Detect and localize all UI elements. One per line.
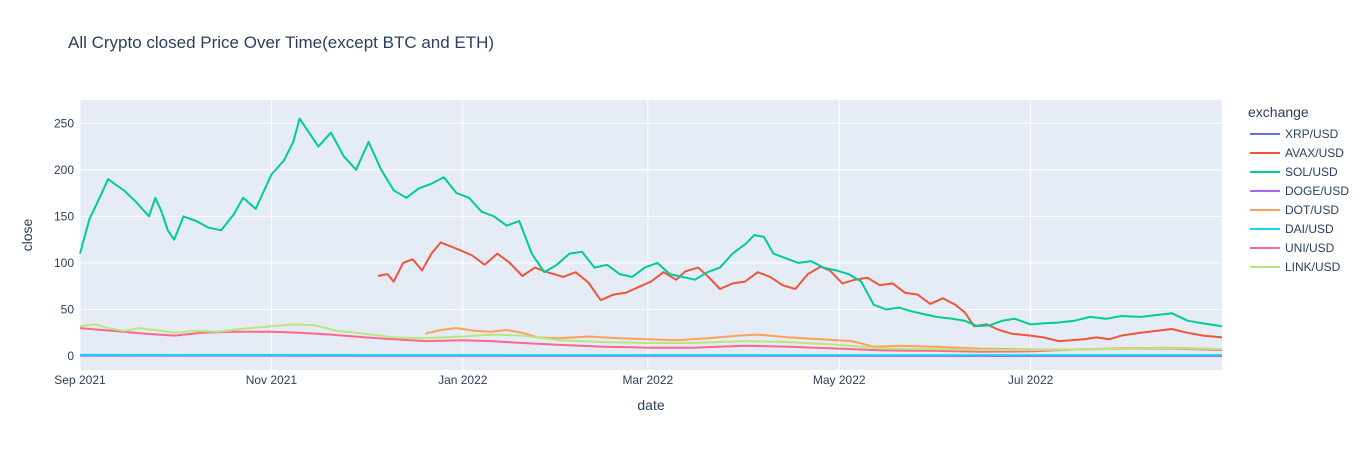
x-tick-label: May 2022 [813,373,866,387]
y-tick-label: 150 [54,209,74,223]
series-line-sol-usd[interactable] [79,117,1223,328]
legend-title: exchange [1248,104,1309,120]
y-tick-label: 100 [54,256,74,270]
legend-item[interactable]: LINK/USD [1248,257,1349,276]
legend-item[interactable]: DOGE/USD [1248,181,1349,200]
legend-item[interactable]: DOT/USD [1248,200,1349,219]
legend-swatch [1250,189,1280,192]
series-line-uni-usd[interactable] [79,327,1223,353]
legend-item[interactable]: DAI/USD [1248,219,1349,238]
legend-label: DAI/USD [1285,221,1334,236]
legend-label: DOT/USD [1285,202,1339,217]
y-tick-label: 250 [54,116,74,130]
x-tick-label: Jan 2022 [438,373,488,387]
y-tick-label: 0 [67,349,74,363]
series-line-avax-usd[interactable] [377,241,1223,343]
plot-area[interactable] [80,100,1222,370]
y-axis-title: close [19,218,35,251]
legend-item[interactable]: XRP/USD [1248,124,1349,143]
legend-label: DOGE/USD [1285,183,1350,198]
legend-label: AVAX/USD [1285,145,1344,160]
legend-swatch [1250,132,1280,135]
legend: exchange XRP/USD AVAX/USD SOL/USD DOGE/USD D… [1248,104,1349,276]
x-tick-label: Nov 2021 [246,373,298,387]
legend-label: XRP/USD [1285,126,1339,141]
chart-title: All Crypto closed Price Over Time(except… [68,33,495,52]
legend-swatch [1250,265,1280,268]
legend-label: SOL/USD [1285,164,1338,179]
legend-swatch [1250,170,1280,173]
x-tick-label: Jul 2022 [1008,373,1054,387]
x-tick-label: Mar 2022 [623,373,674,387]
legend-swatch [1250,227,1280,230]
series-lines [79,117,1223,357]
series-line-link-usd[interactable] [79,323,1223,351]
axis-ticks: Sep 2021 Nov 2021 Jan 2022 Mar 2022 May 2022… [54,116,1054,387]
x-tick-label: Sep 2021 [54,373,106,387]
legend-swatch [1250,246,1280,249]
legend-label: LINK/USD [1285,259,1341,274]
legend-swatch [1250,151,1280,154]
legend-swatch [1250,208,1280,211]
y-tick-label: 200 [54,163,74,177]
gridlines [79,100,1222,370]
x-axis-title: date [637,397,664,413]
y-tick-label: 50 [61,302,75,316]
legend-item[interactable]: UNI/USD [1248,238,1349,257]
legend-item[interactable]: SOL/USD [1248,162,1349,181]
legend-item[interactable]: AVAX/USD [1248,143,1349,162]
legend-label: UNI/USD [1285,240,1335,255]
